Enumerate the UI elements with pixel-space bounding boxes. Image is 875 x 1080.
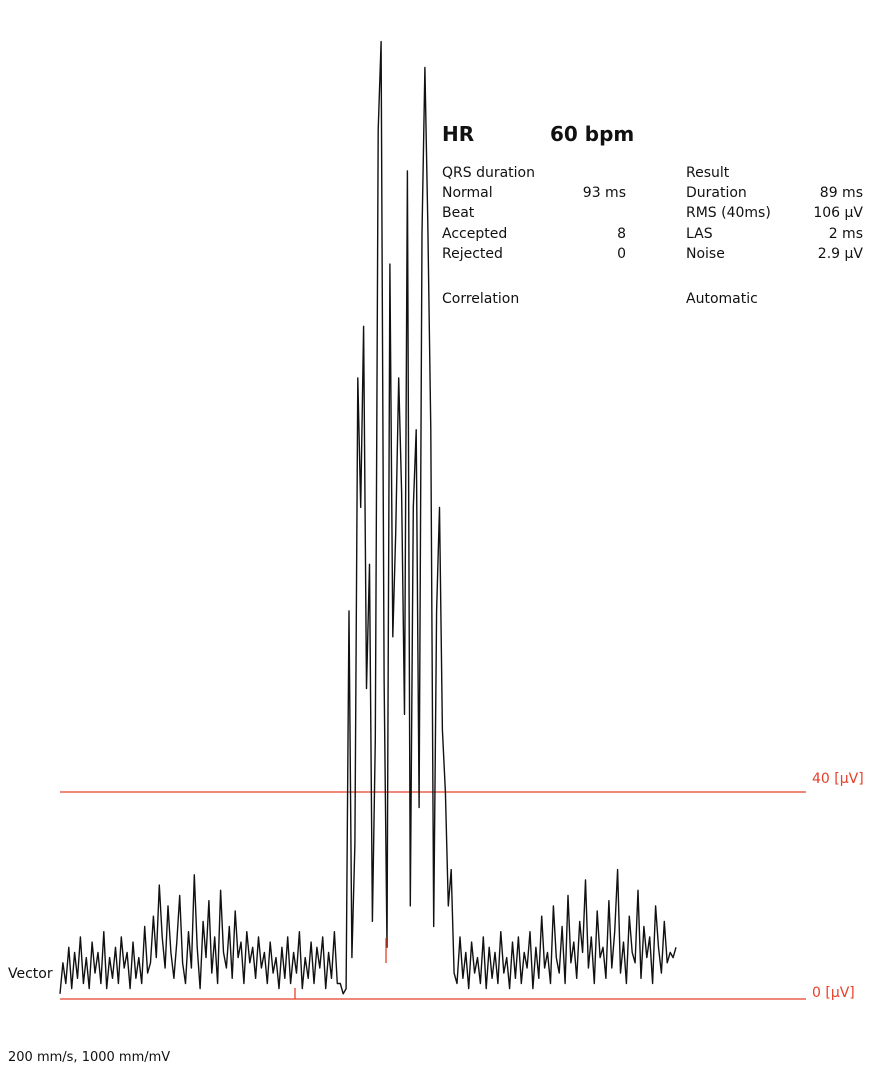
duration-label: Duration bbox=[686, 185, 747, 201]
hr-value: 60 bpm bbox=[550, 122, 635, 146]
normal-label: Normal bbox=[442, 185, 493, 201]
reference-label-40: 40 [µV] bbox=[812, 771, 864, 787]
qrs-boundary-markers bbox=[294, 938, 387, 999]
lead-label: Vector bbox=[8, 966, 53, 982]
scale-label: 200 mm/s, 1000 mm/mV bbox=[8, 1050, 171, 1065]
las-value: 2 ms bbox=[828, 226, 863, 242]
rms-label: RMS (40ms) bbox=[686, 205, 771, 221]
beat-title: Beat bbox=[442, 205, 475, 221]
normal-value: 93 ms bbox=[582, 185, 626, 201]
vector-trace-line bbox=[59, 40, 677, 995]
rejected-value: 0 bbox=[617, 246, 626, 262]
las-label: LAS bbox=[686, 226, 713, 242]
rejected-label: Rejected bbox=[442, 246, 503, 262]
automatic-label: Automatic bbox=[686, 291, 758, 307]
rms-value: 106 µV bbox=[813, 205, 863, 221]
correlation-label: Correlation bbox=[442, 291, 520, 307]
noise-label: Noise bbox=[686, 246, 725, 262]
noise-value: 2.9 µV bbox=[817, 246, 863, 262]
hr-label: HR bbox=[442, 122, 475, 146]
duration-value: 89 ms bbox=[819, 185, 863, 201]
accepted-value: 8 bbox=[617, 226, 626, 242]
qrs-duration-title: QRS duration bbox=[442, 165, 535, 181]
accepted-label: Accepted bbox=[442, 226, 508, 242]
reference-label-0: 0 [µV] bbox=[812, 985, 855, 1001]
result-title: Result bbox=[686, 165, 730, 181]
